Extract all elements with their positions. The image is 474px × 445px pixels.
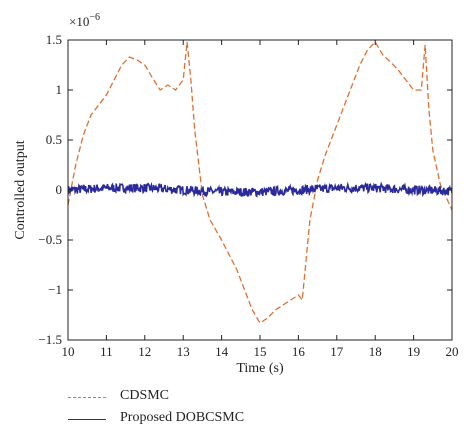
legend-swatch-dobcsmc xyxy=(68,419,106,420)
x-tick-label: 11 xyxy=(100,344,113,359)
series-line-dobcsmc xyxy=(68,181,452,198)
x-tick-label: 16 xyxy=(292,344,306,359)
legend: CDSMC Proposed DOBCSMC xyxy=(66,387,366,431)
x-tick-label: 20 xyxy=(446,344,459,359)
legend-label-dobcsmc: Proposed DOBCSMC xyxy=(120,410,245,425)
legend-label-cdsmc: CDSMC xyxy=(120,388,170,403)
y-axis-title: Controlled output xyxy=(13,140,28,239)
legend-swatch-cdsmc xyxy=(68,397,106,398)
y-tick-label: 1 xyxy=(56,82,63,97)
y-scale-label: ×10−6 xyxy=(69,12,100,29)
y-tick-label: −0.5 xyxy=(38,232,62,247)
x-tick-label: 15 xyxy=(254,344,267,359)
y-tick-label: 1.5 xyxy=(46,32,62,47)
series-layer xyxy=(68,40,452,324)
x-tick-label: 18 xyxy=(369,344,382,359)
legend-item-dobcsmc: Proposed DOBCSMC xyxy=(66,409,366,431)
x-axis-title: Time (s) xyxy=(236,361,284,376)
series-line-cdsmc xyxy=(68,40,452,324)
x-tick-label: 17 xyxy=(330,344,344,359)
x-tick-label: 12 xyxy=(138,344,151,359)
x-tick-label: 10 xyxy=(62,344,75,359)
legend-item-cdsmc: CDSMC xyxy=(66,387,366,409)
tick-layer: 10 11 12 13 14 15 16 17 18 19 20 1.5 1 0.5 0 −0.5 −1 −1.5 xyxy=(38,32,458,359)
y-tick-label: 0 xyxy=(56,182,63,197)
x-tick-label: 14 xyxy=(215,344,229,359)
x-tick-label: 19 xyxy=(407,344,420,359)
y-tick-label: −1 xyxy=(48,282,62,297)
y-tick-label: 0.5 xyxy=(46,132,62,147)
x-tick-label: 13 xyxy=(177,344,190,359)
y-tick-label: −1.5 xyxy=(38,332,62,347)
